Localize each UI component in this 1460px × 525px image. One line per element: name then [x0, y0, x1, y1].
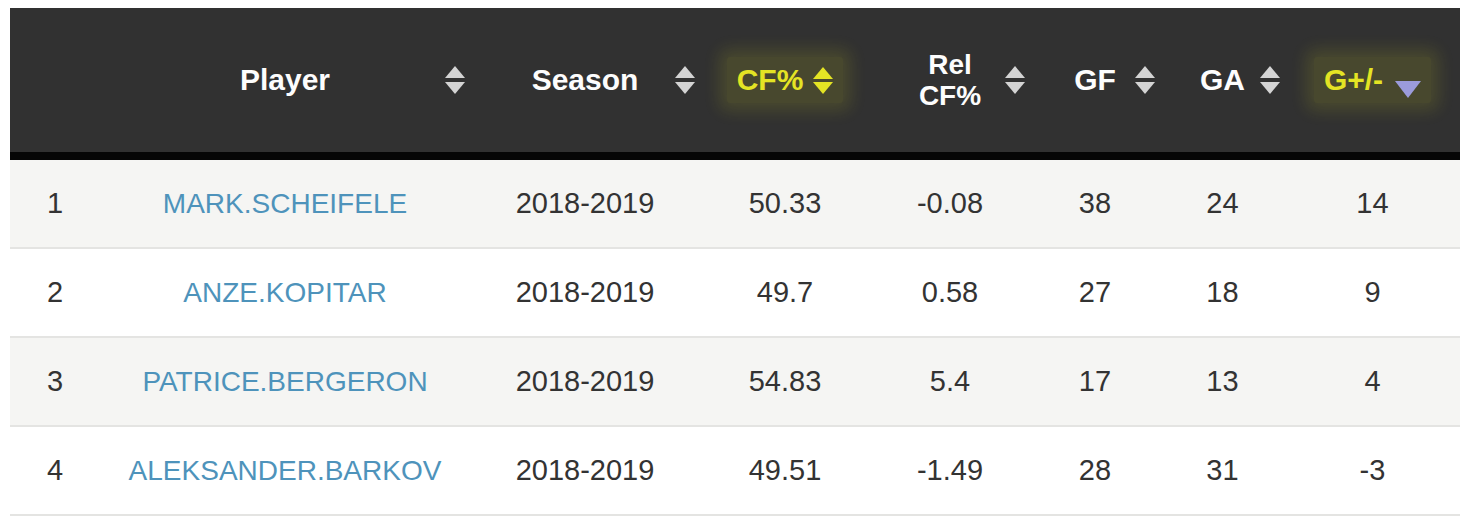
row-rel-cf-pct: 5.4: [870, 338, 1030, 425]
highlighted-header: CF%: [727, 57, 844, 103]
row-ga: 13: [1160, 338, 1285, 425]
sort-up-icon: [1135, 66, 1155, 78]
row-season: 2018-2019: [470, 427, 700, 514]
sort-both-icon: [445, 66, 465, 94]
sort-down-icon: [1135, 82, 1155, 94]
row-player-cell: PATRICE.BERGERON: [100, 338, 470, 425]
header-season[interactable]: Season: [470, 8, 700, 152]
table-row: 4 ALEKSANDER.BARKOV 2018-2019 49.51 -1.4…: [10, 427, 1460, 516]
player-link[interactable]: ALEKSANDER.BARKOV: [129, 455, 442, 487]
row-season: 2018-2019: [470, 160, 700, 247]
table-header-row: Player Season CF% Re: [10, 8, 1460, 160]
row-season: 2018-2019: [470, 249, 700, 336]
header-cf-pct-label: CF%: [737, 63, 804, 97]
header-g-plus-minus-label: G+/-: [1324, 63, 1383, 97]
header-gf[interactable]: GF: [1030, 8, 1160, 152]
row-player-cell: ANZE.KOPITAR: [100, 249, 470, 336]
sort-both-icon: [813, 67, 833, 94]
row-rank: 1: [10, 160, 100, 247]
row-cf-pct: 49.51: [700, 427, 870, 514]
sort-both-icon: [1135, 66, 1155, 94]
header-ga-label: GA: [1200, 63, 1245, 97]
header-g-plus-minus[interactable]: G+/-: [1285, 8, 1460, 152]
header-rel-cf-pct-label: Rel CF%: [919, 49, 981, 112]
sort-both-icon: [1005, 66, 1025, 94]
sort-up-icon: [813, 67, 833, 79]
table-row: 1 MARK.SCHEIFELE 2018-2019 50.33 -0.08 3…: [10, 160, 1460, 249]
row-rank: 2: [10, 249, 100, 336]
player-stats-table: Player Season CF% Re: [10, 8, 1460, 516]
row-gf: 27: [1030, 249, 1160, 336]
row-gf: 38: [1030, 160, 1160, 247]
header-rank: [10, 8, 100, 152]
sort-both-icon: [675, 66, 695, 94]
row-gf: 28: [1030, 427, 1160, 514]
row-rel-cf-pct: -1.49: [870, 427, 1030, 514]
sort-both-icon: [1260, 66, 1280, 94]
row-player-cell: MARK.SCHEIFELE: [100, 160, 470, 247]
row-g-plus-minus: 14: [1285, 160, 1460, 247]
player-link[interactable]: MARK.SCHEIFELE: [163, 188, 407, 220]
row-rel-cf-pct: -0.08: [870, 160, 1030, 247]
sort-up-icon: [1260, 66, 1280, 78]
row-gf: 17: [1030, 338, 1160, 425]
header-ga[interactable]: GA: [1160, 8, 1285, 152]
sort-up-icon: [1005, 66, 1025, 78]
player-link[interactable]: ANZE.KOPITAR: [183, 277, 386, 309]
row-rel-cf-pct: 0.58: [870, 249, 1030, 336]
player-link[interactable]: PATRICE.BERGERON: [142, 366, 427, 398]
table-row: 2 ANZE.KOPITAR 2018-2019 49.7 0.58 27 18…: [10, 249, 1460, 338]
row-ga: 24: [1160, 160, 1285, 247]
row-cf-pct: 54.83: [700, 338, 870, 425]
sort-down-icon: [1260, 82, 1280, 94]
sort-down-icon: [1005, 82, 1025, 94]
sort-down-icon: [445, 82, 465, 94]
header-player[interactable]: Player: [100, 8, 470, 152]
highlighted-header: G+/-: [1314, 57, 1431, 103]
row-player-cell: ALEKSANDER.BARKOV: [100, 427, 470, 514]
header-rel-line2: CF%: [919, 80, 981, 111]
row-ga: 18: [1160, 249, 1285, 336]
row-season: 2018-2019: [470, 338, 700, 425]
row-cf-pct: 50.33: [700, 160, 870, 247]
header-cf-pct[interactable]: CF%: [700, 8, 870, 152]
row-rank: 4: [10, 427, 100, 514]
sort-desc-icon: [1395, 81, 1421, 98]
sort-down-icon: [1395, 81, 1421, 98]
header-season-label: Season: [532, 63, 639, 97]
table-body: 1 MARK.SCHEIFELE 2018-2019 50.33 -0.08 3…: [10, 160, 1460, 516]
header-gf-label: GF: [1074, 63, 1116, 97]
sort-up-icon: [675, 66, 695, 78]
row-g-plus-minus: 9: [1285, 249, 1460, 336]
header-player-label: Player: [240, 63, 330, 97]
row-g-plus-minus: 4: [1285, 338, 1460, 425]
sort-down-icon: [675, 82, 695, 94]
table-row: 3 PATRICE.BERGERON 2018-2019 54.83 5.4 1…: [10, 338, 1460, 427]
row-ga: 31: [1160, 427, 1285, 514]
sort-down-icon: [813, 82, 833, 94]
header-rel-cf-pct[interactable]: Rel CF%: [870, 8, 1030, 152]
row-cf-pct: 49.7: [700, 249, 870, 336]
row-rank: 3: [10, 338, 100, 425]
sort-up-icon: [445, 66, 465, 78]
row-g-plus-minus: -3: [1285, 427, 1460, 514]
header-rel-line1: Rel: [919, 49, 981, 80]
